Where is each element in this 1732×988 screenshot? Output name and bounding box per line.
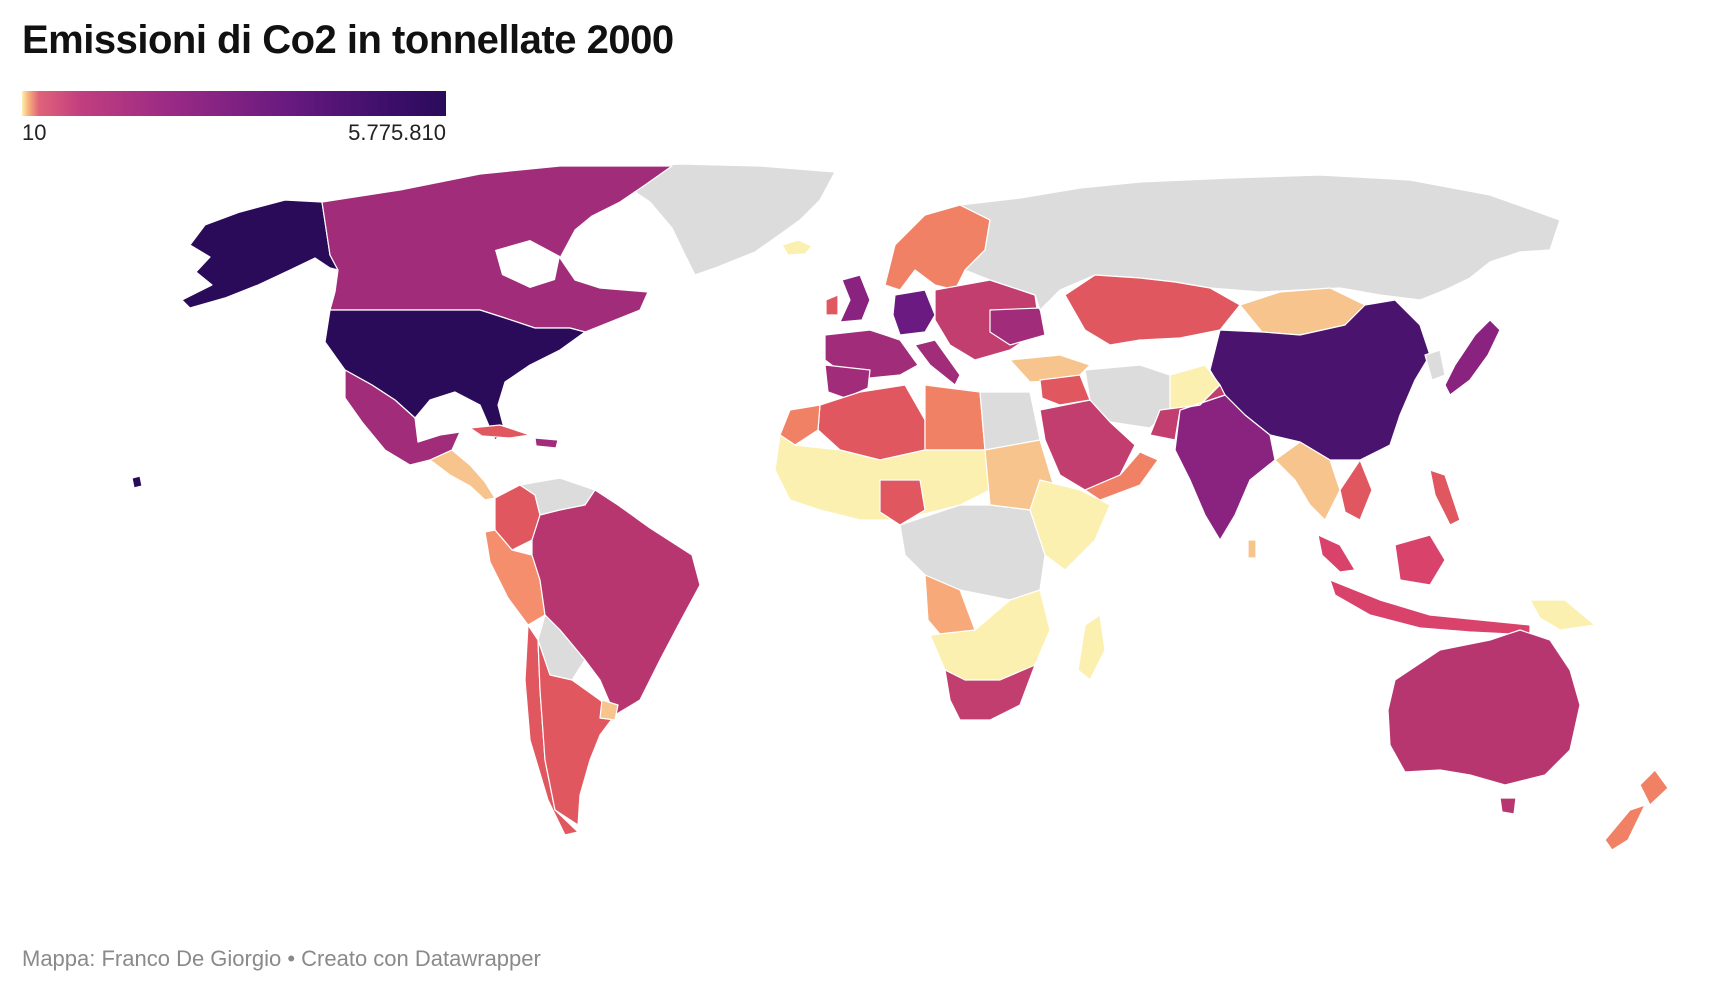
region-ireland[interactable] bbox=[825, 294, 839, 316]
region-cuba[interactable] bbox=[469, 424, 531, 439]
region-oman-yemen[interactable] bbox=[1084, 451, 1159, 501]
region-kazakhstan[interactable] bbox=[1064, 274, 1241, 346]
region-brazil[interactable] bbox=[531, 489, 701, 716]
region-alaska[interactable] bbox=[181, 199, 339, 309]
region-tasmania[interactable] bbox=[1499, 797, 1517, 815]
region-vietnam[interactable] bbox=[1339, 459, 1373, 521]
region-uruguay[interactable] bbox=[599, 699, 619, 721]
region-malaysia[interactable] bbox=[1317, 534, 1356, 573]
region-philippines[interactable] bbox=[1429, 469, 1461, 526]
region-canada[interactable] bbox=[321, 165, 673, 333]
legend-min-label: 10 bbox=[22, 120, 47, 145]
region-morocco[interactable] bbox=[779, 404, 821, 446]
credit-line: Mappa: Franco De Giorgio • Creato con Da… bbox=[22, 946, 541, 971]
region-caribbean[interactable] bbox=[534, 437, 559, 449]
region-madagascar[interactable] bbox=[1077, 614, 1106, 681]
region-korea[interactable] bbox=[1424, 349, 1446, 381]
region-indonesia[interactable] bbox=[1329, 579, 1531, 636]
region-central-america[interactable] bbox=[429, 449, 496, 501]
legend-max-label: 5.775.810 bbox=[348, 120, 446, 145]
region-scandinavia[interactable] bbox=[884, 204, 991, 291]
region-borneo[interactable] bbox=[1394, 534, 1446, 586]
region-ukraine[interactable] bbox=[989, 307, 1046, 346]
region-west-africa[interactable] bbox=[774, 434, 991, 521]
color-legend: 10 5.775.810 bbox=[22, 91, 446, 146]
region-turkey[interactable] bbox=[1009, 354, 1091, 383]
legend-labels: 10 5.775.810 bbox=[22, 120, 446, 146]
region-australia[interactable] bbox=[1387, 629, 1581, 786]
region-libya[interactable] bbox=[924, 384, 986, 451]
region-pakistan[interactable] bbox=[1149, 384, 1226, 441]
region-india[interactable] bbox=[1174, 394, 1276, 541]
map-title: Emissioni di Co2 in tonnellate 2000 bbox=[22, 18, 674, 62]
region-italy[interactable] bbox=[914, 339, 961, 386]
region-sri-lanka[interactable] bbox=[1247, 539, 1257, 559]
region-japan[interactable] bbox=[1444, 319, 1501, 396]
region-south-africa[interactable] bbox=[944, 664, 1036, 721]
region-iceland[interactable] bbox=[781, 239, 813, 256]
region-western-europe[interactable] bbox=[824, 329, 919, 379]
region-mexico[interactable] bbox=[344, 369, 461, 466]
region-papua[interactable] bbox=[1529, 599, 1596, 631]
region-new-zealand[interactable] bbox=[1604, 769, 1669, 851]
region-nigeria[interactable] bbox=[879, 479, 926, 526]
region-myanmar-thailand[interactable] bbox=[1274, 441, 1341, 521]
region-hawaii[interactable] bbox=[131, 475, 143, 489]
hudson-bay bbox=[495, 240, 560, 288]
region-russia[interactable] bbox=[959, 174, 1561, 311]
region-argentina[interactable] bbox=[537, 639, 616, 826]
region-greenland[interactable] bbox=[609, 163, 836, 276]
region-united-kingdom[interactable] bbox=[839, 274, 871, 323]
region-central-africa[interactable] bbox=[899, 504, 1046, 601]
world-map bbox=[131, 163, 1669, 851]
region-germany[interactable] bbox=[892, 289, 936, 336]
region-iraq-syria[interactable] bbox=[1039, 374, 1091, 406]
legend-gradient-bar bbox=[22, 91, 446, 116]
